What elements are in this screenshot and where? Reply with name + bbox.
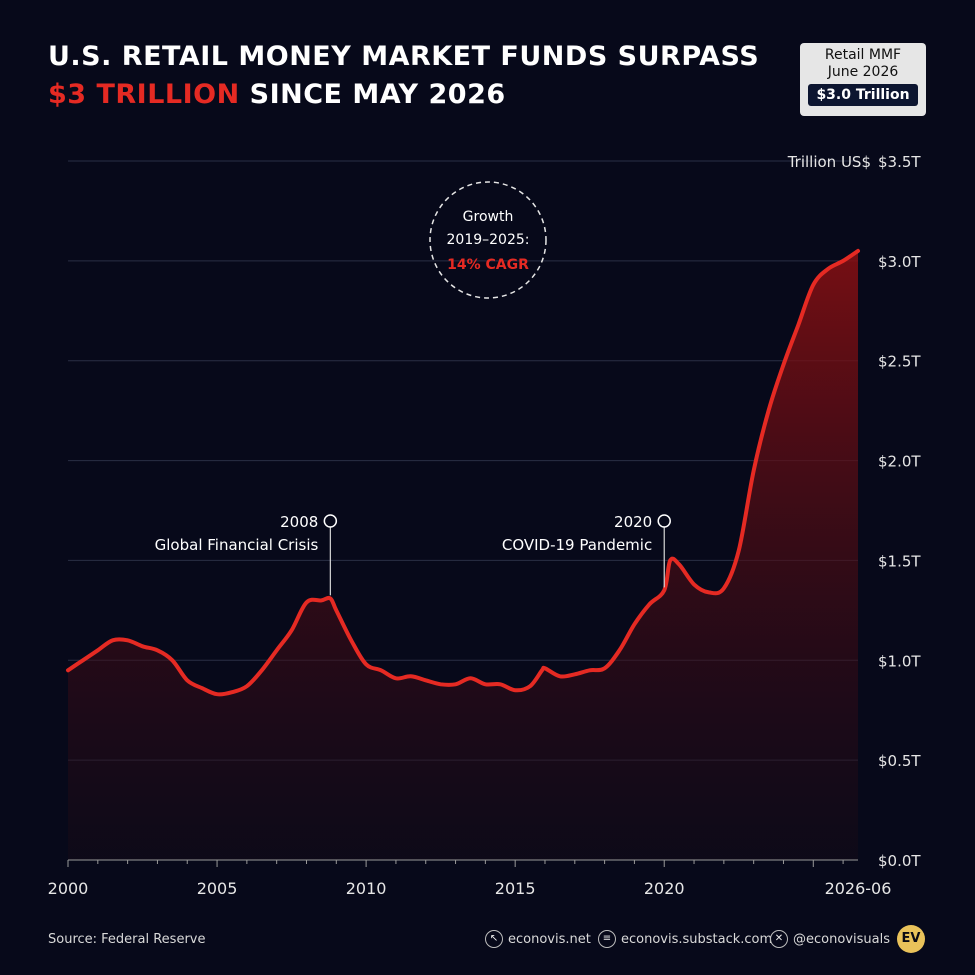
y-tick-label: $0.0T (878, 852, 921, 870)
annotation-label: COVID-19 Pandemic (502, 536, 652, 554)
callout-line-1: Growth (463, 209, 514, 225)
series-fill (68, 250, 858, 860)
y-tick-label: $1.5T (878, 552, 921, 570)
axes: $0.0T $0.5T $1.0T $1.5T $2.0T $2.5T $3.0T $3.5T… (48, 153, 922, 898)
econovis-logo: EV (897, 925, 925, 953)
website-link[interactable]: ↖ econovis.net (485, 930, 591, 948)
substack-icon: ≡ (598, 930, 616, 948)
annotation-marker (323, 514, 338, 528)
callout-line-2: 2019–2025: (447, 232, 530, 248)
cursor-icon: ↖ (485, 930, 503, 948)
badge-date: June 2026 (827, 64, 899, 80)
current-value-badge: Retail MMF June 2026 $3.0 Trillion (800, 43, 926, 116)
x-tick-label: 2015 (495, 879, 536, 898)
series-area (66, 248, 860, 860)
title-line-2-rest: SINCE MAY 2026 (239, 79, 506, 110)
y-tick-label: $3.0T (878, 253, 921, 271)
x-tick-label: 2010 (346, 879, 387, 898)
y-tick-label: $3.5T (878, 153, 921, 171)
annotation-year: 2008 (280, 513, 318, 531)
x-tick-label: 2000 (48, 879, 89, 898)
y-tick-label: $2.5T (878, 353, 921, 371)
x-handle-label: @econovisuals (793, 931, 890, 947)
y-tick-label: $1.0T (878, 652, 921, 670)
footer: Source: Federal Reserve ↖ econovis.net ≡… (0, 925, 975, 955)
y-tick-label: $0.5T (878, 752, 921, 770)
callout-line-3: 14% CAGR (447, 257, 529, 273)
x-tick-label: 2005 (197, 879, 238, 898)
badge-value: $3.0 Trillion (808, 84, 918, 106)
annotation-label: Global Financial Crisis (155, 536, 319, 554)
x-tick-label: 2026-06 (825, 879, 892, 898)
title-line-1: U.S. RETAIL MONEY MARKET FUNDS SURPASS (48, 41, 760, 72)
x-handle-link[interactable]: ✕ @econovisuals (770, 930, 890, 948)
y-tick-label: $2.0T (878, 453, 921, 471)
series-line (66, 248, 860, 697)
annotation-year: 2020 (614, 513, 652, 531)
substack-label: econovis.substack.com (621, 931, 773, 947)
badge-label: Retail MMF (824, 47, 902, 63)
x-logo-icon: ✕ (770, 930, 788, 948)
annotation-marker (657, 514, 671, 528)
substack-link[interactable]: ≡ econovis.substack.com (598, 930, 772, 948)
callout-circle (429, 181, 547, 299)
website-label: econovis.net (508, 931, 591, 947)
chart-title: U.S. RETAIL MONEY MARKET FUNDS SURPASS $… (48, 38, 759, 114)
title-highlight: $3 TRILLION (48, 79, 240, 110)
annotations: 2008 Global Financial Crisis 2020 COVID-19 … (155, 513, 671, 596)
growth-callout: Growth 2019–2025: 14% CAGR (429, 181, 547, 299)
y-unit-label: Trillion US$ (787, 153, 871, 171)
x-tick-label: 2020 (644, 879, 685, 898)
source-note: Source: Federal Reserve (48, 932, 206, 947)
title-line-2: $3 TRILLION SINCE MAY 2026 (48, 76, 759, 114)
